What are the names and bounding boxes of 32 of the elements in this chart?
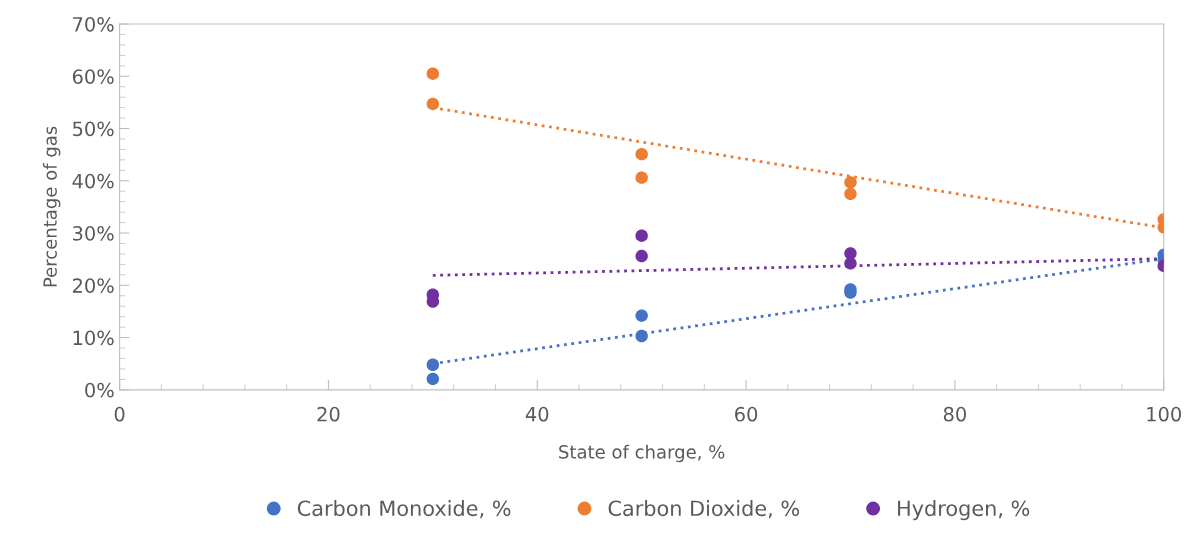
legend-label: Carbon Monoxide, %: [297, 500, 511, 519]
y-tick-label: 20%: [72, 278, 114, 293]
x-tick-label: 40: [525, 406, 549, 422]
legend-label: Carbon Dioxide, %: [608, 500, 800, 519]
legend-label: Hydrogen, %: [898, 500, 1030, 521]
x-tick-label: 60: [735, 406, 758, 422]
point: [844, 176, 857, 189]
y-tick-label: 70%: [73, 16, 114, 32]
x-axis-title: State of charge, %: [559, 444, 725, 463]
point: [844, 257, 857, 270]
point: [426, 97, 440, 111]
y-tick-label: 60%: [72, 69, 114, 84]
point: [635, 329, 648, 343]
point: [635, 309, 648, 322]
x-tick-label: 80: [943, 406, 966, 422]
point: [635, 147, 648, 161]
x-tick-label: 100: [1147, 406, 1181, 422]
point: [426, 67, 440, 80]
point: [844, 187, 857, 201]
x-tick-label: 0: [114, 406, 125, 422]
x-tick-label: 20: [317, 406, 340, 422]
y-tick-label: 0%: [85, 382, 114, 398]
y-axis-title: Percentage of gas: [42, 126, 61, 287]
point: [635, 171, 648, 184]
y-tick-label: 10%: [73, 330, 114, 346]
point: [635, 229, 648, 242]
point: [426, 358, 440, 371]
point: [635, 249, 648, 263]
y-tick-label: 50%: [73, 121, 114, 137]
y-tick-label: 30%: [73, 226, 114, 241]
point: [426, 372, 440, 386]
y-tick-label: 40%: [72, 173, 114, 189]
